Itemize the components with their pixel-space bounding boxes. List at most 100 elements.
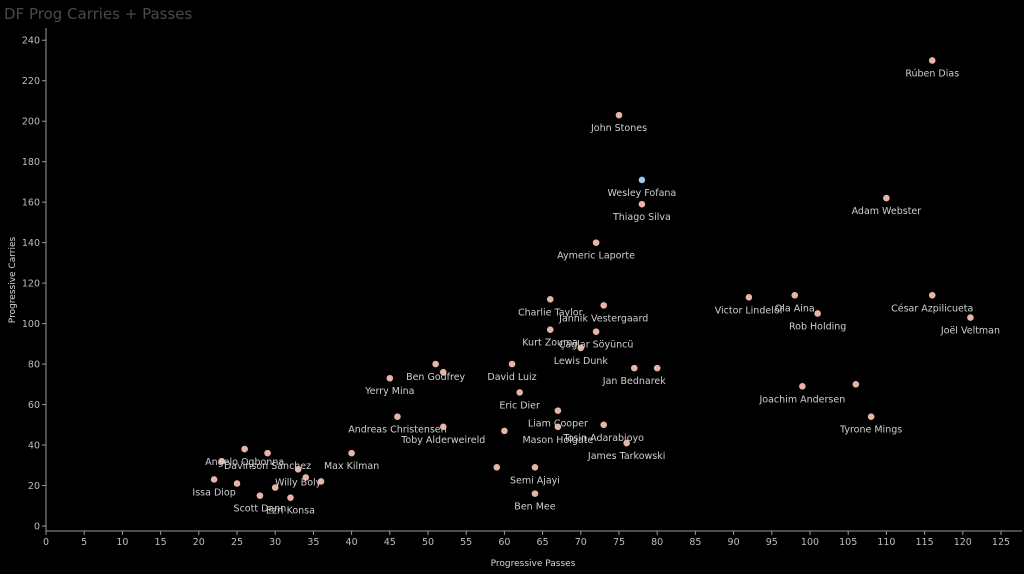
data-point (576, 343, 585, 352)
data-point (592, 238, 600, 247)
x-tick-label: 35 (307, 537, 319, 548)
data-point (217, 457, 226, 466)
data-point (966, 313, 975, 322)
point-label: Joachim Andersen (759, 394, 846, 405)
point-label: Scott Dann (234, 504, 287, 515)
chart-title: DF Prog Carries + Passes (4, 5, 193, 23)
x-tick-label: 120 (954, 537, 972, 548)
point-label: Issa Diop (192, 487, 235, 498)
point-label: Ben Mee (514, 502, 555, 513)
x-tick-label: 30 (269, 537, 281, 548)
point-label: Tyrone Mings (839, 425, 902, 436)
x-tick-label: 95 (766, 537, 778, 548)
data-point (240, 445, 249, 453)
data-point (347, 449, 356, 458)
x-tick-label: 20 (193, 537, 205, 548)
data-point (615, 111, 623, 120)
x-tick-label: 40 (346, 537, 358, 548)
data-point (256, 491, 264, 500)
data-point (546, 325, 555, 334)
y-tick-label: 160 (22, 198, 40, 209)
data-point (867, 412, 876, 421)
point-label: Adam Webster (852, 206, 922, 217)
x-tick-label: 45 (384, 537, 396, 548)
data-point (492, 463, 501, 472)
data-point (271, 483, 280, 492)
data-point (653, 364, 662, 373)
x-tick-label: 105 (839, 537, 857, 548)
data-point (813, 309, 822, 318)
data-point (515, 388, 524, 397)
point-label: Davinson Sánchez (224, 461, 311, 472)
data-point (263, 449, 272, 458)
data-point (210, 475, 218, 484)
point-label: Charlie Taylor (518, 307, 583, 318)
data-point (531, 463, 539, 472)
x-tick-label: 90 (728, 537, 740, 548)
x-tick-label: 115 (916, 537, 934, 548)
x-tick-label: 75 (613, 537, 625, 548)
x-tick-label: 25 (231, 537, 243, 548)
x-tick-label: 65 (537, 537, 549, 548)
y-tick-label: 80 (28, 360, 40, 371)
y-tick-label: 60 (28, 400, 40, 411)
point-labels: Rúben Dias John Stones Wesley Fofana Thiago… (192, 68, 1000, 516)
data-point (592, 327, 600, 336)
x-tick-label: 70 (575, 537, 587, 548)
point-label: Yerry Mina (364, 386, 414, 397)
x-tick-label: 80 (651, 537, 663, 548)
point-label: Lewis Dunk (554, 356, 609, 367)
y-tick-label: 240 (22, 36, 40, 47)
data-point (638, 175, 646, 184)
point-label: Wesley Fofana (608, 188, 677, 199)
data-point (622, 439, 631, 447)
data-point (431, 360, 440, 368)
data-point (500, 426, 509, 435)
point-label: Ola Aina (775, 303, 815, 314)
x-tick-label: 60 (498, 537, 510, 548)
point-label: David Luiz (487, 372, 536, 383)
data-point (439, 368, 448, 377)
data-point (599, 301, 608, 310)
data-point (385, 374, 394, 383)
y-tick-label: 0 (34, 522, 40, 533)
y-tick-label: 20 (28, 481, 40, 492)
data-point (851, 380, 860, 389)
point-label: Tosin Adarabioyo (562, 433, 644, 444)
x-tick-label: 85 (689, 537, 701, 548)
point-label: Ben Godfrey (406, 372, 465, 383)
data-point (599, 420, 608, 429)
data-point (439, 422, 448, 431)
data-point (286, 493, 295, 502)
point-label: Eric Dier (499, 400, 540, 411)
point-label: Max Kilman (324, 461, 379, 472)
point-label: Willy Boly (275, 477, 322, 488)
data-point (531, 489, 539, 498)
point-label: Kurt Zouma (522, 338, 578, 349)
x-axis-title: Progressive Passes (491, 559, 576, 569)
point-label: Rúben Dias (905, 68, 959, 79)
data-point (882, 194, 891, 203)
y-tick-label: 120 (22, 279, 40, 290)
x-tick-label: 110 (877, 537, 895, 548)
axes: 0 5 10 15 20 25 30 35 40 45 50 55 60 65 70 75 80 85 90 95 10… (22, 28, 1022, 548)
y-tick-label: 140 (22, 238, 40, 249)
point-label: Semi Ajayi (510, 475, 560, 486)
point-label: Mason Holgate (522, 435, 593, 446)
point-label: Victor Lindelöf (715, 305, 784, 316)
data-point (744, 293, 753, 302)
point-label: Liam Cooper (528, 419, 588, 430)
x-tick-label: 10 (116, 537, 128, 548)
point-label: César Azpilicueta (891, 303, 973, 314)
data-point (553, 422, 562, 431)
y-tick-label: 100 (22, 319, 40, 330)
point-label: Rob Holding (789, 321, 846, 332)
data-point (294, 465, 303, 474)
data-point (233, 479, 241, 488)
point-label: Joël Veltman (940, 326, 1000, 337)
y-tick-label: 200 (22, 117, 40, 128)
y-tick-label: 180 (22, 157, 40, 168)
data-point (393, 412, 402, 421)
point-label: Ezri Konsa (266, 506, 315, 517)
